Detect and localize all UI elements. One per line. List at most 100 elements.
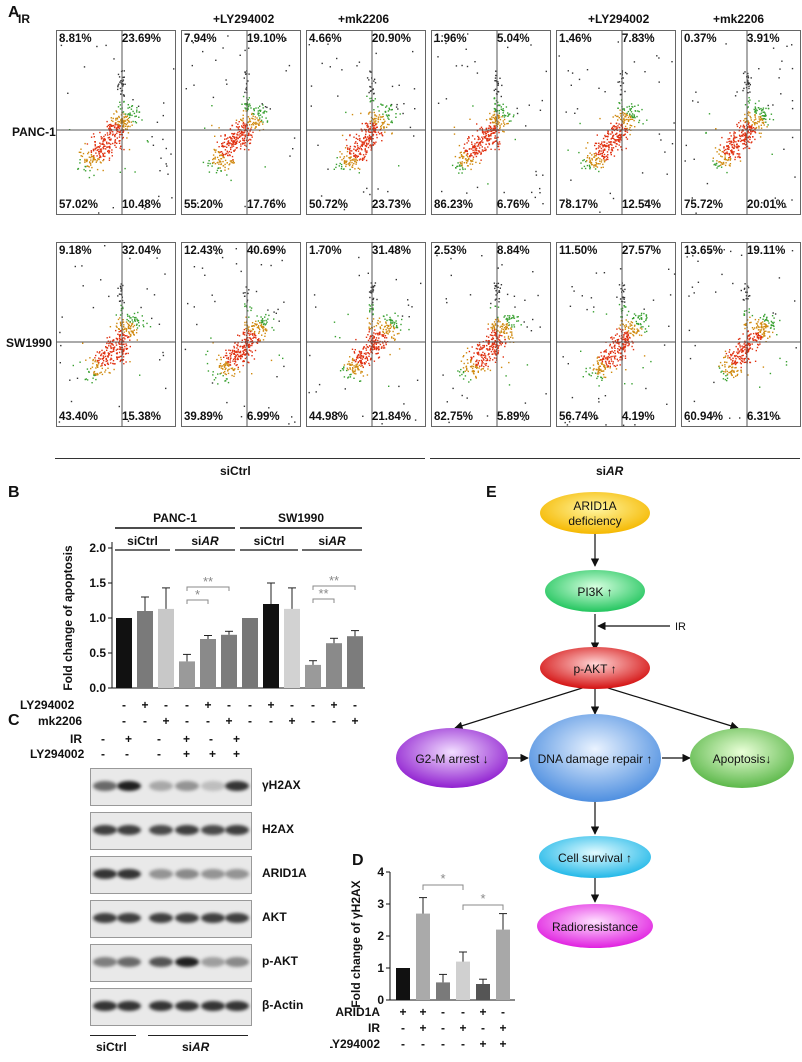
event-dot <box>132 321 134 323</box>
event-dot <box>732 147 735 150</box>
event-dot <box>606 151 609 153</box>
event-dot <box>622 338 624 341</box>
event-dot <box>235 138 238 140</box>
event-dot <box>481 130 484 132</box>
event-dot <box>257 339 259 341</box>
event-dot <box>482 150 484 152</box>
event-dot <box>624 332 626 335</box>
event-dot <box>224 364 227 366</box>
event-dot <box>673 273 676 275</box>
event-dot <box>604 135 607 138</box>
event-dot <box>87 152 89 155</box>
event-dot <box>219 365 221 367</box>
event-dot <box>108 354 110 356</box>
event-dot <box>395 322 398 325</box>
event-dot <box>457 370 459 372</box>
event-dot <box>105 358 108 361</box>
event-dot <box>613 365 615 367</box>
event-dot <box>261 318 264 320</box>
event-dot <box>753 336 755 338</box>
event-dot <box>368 326 370 328</box>
event-dot <box>225 380 227 382</box>
event-dot <box>122 121 124 123</box>
event-dot <box>240 131 243 134</box>
event-dot <box>483 149 485 152</box>
event-dot <box>511 331 513 333</box>
event-dot <box>294 421 296 423</box>
event-dot <box>604 134 606 137</box>
event-dot <box>491 348 494 351</box>
event-dot <box>115 130 118 132</box>
event-dot <box>726 377 729 379</box>
event-dot <box>764 112 766 114</box>
event-dot <box>482 347 484 349</box>
event-dot <box>467 33 469 35</box>
event-dot <box>595 155 597 157</box>
event-dot <box>124 345 126 348</box>
event-dot <box>483 344 486 347</box>
event-dot <box>235 248 237 250</box>
event-dot <box>244 324 246 326</box>
event-dot <box>94 359 97 361</box>
event-dot <box>247 337 249 339</box>
event-dot <box>245 139 248 141</box>
event-dot <box>747 92 749 94</box>
event-dot <box>485 133 487 135</box>
event-dot <box>113 368 115 371</box>
event-dot <box>373 118 375 120</box>
event-dot <box>224 370 226 373</box>
quadrant-ur: 19.10% <box>247 33 286 45</box>
event-dot <box>759 337 761 339</box>
event-dot <box>385 343 387 346</box>
event-dot <box>214 149 216 151</box>
event-dot <box>318 417 320 419</box>
event-dot <box>356 356 359 358</box>
event-dot <box>624 90 626 93</box>
event-dot <box>99 145 101 147</box>
event-dot <box>733 131 735 133</box>
event-dot <box>767 331 769 333</box>
event-dot <box>357 353 360 356</box>
event-dot <box>212 96 215 99</box>
event-dot <box>492 338 495 340</box>
event-dot <box>224 169 226 171</box>
event-dot <box>487 127 490 129</box>
event-dot <box>346 367 349 369</box>
event-dot <box>249 105 251 107</box>
event-dot <box>641 108 643 111</box>
event-dot <box>248 361 250 364</box>
event-dot <box>620 320 623 322</box>
event-dot <box>471 346 473 348</box>
event-dot <box>618 102 620 104</box>
event-dot <box>612 342 615 344</box>
event-dot <box>226 378 228 380</box>
event-dot <box>584 167 587 170</box>
event-dot <box>125 113 127 115</box>
event-dot <box>388 329 390 332</box>
event-dot <box>627 118 629 121</box>
event-dot <box>495 80 497 82</box>
event-dot <box>259 339 261 341</box>
event-dot <box>349 134 351 136</box>
event-dot <box>477 152 479 155</box>
event-dot <box>355 158 357 160</box>
event-dot <box>510 120 512 122</box>
event-dot <box>628 115 631 117</box>
event-dot <box>795 347 797 349</box>
event-dot <box>487 323 489 325</box>
event-dot <box>378 337 380 339</box>
event-dot <box>116 137 118 139</box>
event-dot <box>791 67 794 70</box>
event-dot <box>113 346 116 348</box>
event-dot <box>505 327 508 329</box>
quadrant-ul: 1.46% <box>559 33 592 45</box>
event-dot <box>385 114 388 116</box>
event-dot <box>469 148 471 150</box>
event-dot <box>586 69 589 71</box>
event-dot <box>112 125 114 127</box>
quadrant-ll: 44.98% <box>309 411 348 423</box>
event-dot <box>511 317 513 319</box>
event-dot <box>644 200 646 202</box>
event-dot <box>227 154 229 156</box>
quadrant-ul: 1.96% <box>434 33 467 45</box>
